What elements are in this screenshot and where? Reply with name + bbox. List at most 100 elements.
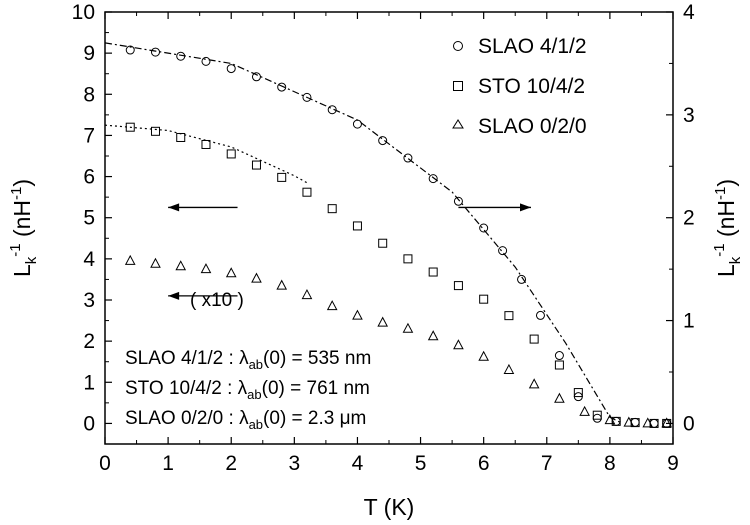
data-point-triangle xyxy=(225,267,237,278)
fit-curve xyxy=(105,124,308,184)
data-point-circle xyxy=(226,64,236,74)
data-point-circle xyxy=(327,105,337,115)
right-y-tick-label: 3 xyxy=(683,104,695,127)
x-tick-label: 9 xyxy=(667,452,679,475)
x-axis-ticks: 0 1 2 3 4 5 6 7 8 9 xyxy=(99,12,679,475)
data-point-circle xyxy=(201,56,211,66)
data-point-triangle xyxy=(124,254,136,265)
data-point-triangle xyxy=(478,350,489,361)
data-point-square xyxy=(201,139,211,149)
right-y-tick-label: 2 xyxy=(683,207,695,230)
data-point-square xyxy=(378,238,388,248)
data-point-square xyxy=(479,294,489,304)
data-point-square xyxy=(529,334,539,344)
data-point-square xyxy=(453,281,463,291)
left-y-axis-title: Lk-1 (nH-1) xyxy=(7,179,40,277)
data-point-circle xyxy=(150,47,160,57)
data-point-square xyxy=(226,149,236,159)
left-y-tick-label: 5 xyxy=(83,207,95,230)
data-point-circle xyxy=(352,119,362,129)
data-point-triangle xyxy=(377,316,389,327)
data-point-triangle xyxy=(352,309,363,320)
data-points xyxy=(124,45,673,428)
data-point-triangle xyxy=(623,416,635,427)
x-tick-label: 2 xyxy=(225,452,237,475)
data-point-triangle xyxy=(427,330,439,341)
data-point-triangle xyxy=(503,363,515,374)
data-point-triangle xyxy=(642,417,654,428)
right-y-tick-label: 1 xyxy=(683,310,695,333)
legend-marker-triangle xyxy=(452,119,464,129)
data-point-square xyxy=(125,122,135,132)
data-point-circle xyxy=(302,92,312,102)
x-tick-label: 8 xyxy=(604,452,616,475)
right-y-axis-title: Lk-1 (nH-1) xyxy=(711,179,744,277)
x-tick-label: 7 xyxy=(541,452,553,475)
data-point-square xyxy=(504,311,514,321)
legend-marker-circle xyxy=(453,41,463,51)
left-y-tick-label: 2 xyxy=(83,330,95,353)
fit-curves xyxy=(105,42,623,424)
data-point-circle xyxy=(378,136,388,146)
left-y-tick-label: 1 xyxy=(83,371,95,394)
left-y-axis-ticks: 0 1 2 3 4 5 6 7 8 9 10 xyxy=(72,1,112,435)
left-y-tick-label: 0 xyxy=(83,412,95,435)
x-tick-label: 3 xyxy=(288,452,300,475)
penetration-depth-annotations: SLAO 4/1/2 : λab(0) = 535 nm STO 10/4/2 … xyxy=(125,348,371,432)
data-point-circle xyxy=(554,351,564,361)
data-point-circle xyxy=(428,174,438,184)
left-arrow-sto-head xyxy=(168,203,180,212)
data-point-circle xyxy=(479,223,489,233)
data-point-triangle xyxy=(661,417,673,428)
right-y-tick-label: 0 xyxy=(683,412,695,435)
data-point-triangle xyxy=(528,378,540,389)
x-axis-title: T (K) xyxy=(364,494,415,520)
data-point-circle xyxy=(649,418,659,428)
data-point-triangle xyxy=(301,288,313,300)
data-point-square xyxy=(150,126,160,136)
annotation-slao-412: SLAO 4/1/2 : λab(0) = 535 nm xyxy=(125,348,371,372)
data-point-square xyxy=(403,254,413,264)
data-point-circle xyxy=(535,310,545,320)
data-point-square xyxy=(352,221,362,231)
data-point-circle xyxy=(517,274,527,284)
data-point-triangle xyxy=(326,300,338,311)
data-point-square xyxy=(251,160,261,170)
data-point-circle xyxy=(453,196,463,206)
left-arrow-slao-020-head xyxy=(168,291,180,300)
data-point-triangle xyxy=(579,405,590,416)
data-point-triangle xyxy=(175,260,187,271)
right-arrow-slao-412-head xyxy=(520,203,531,212)
left-y-tick-label: 8 xyxy=(83,83,95,106)
data-point-triangle xyxy=(402,322,414,333)
right-y-axis-ticks: 0 1 2 3 4 xyxy=(666,1,695,435)
x-tick-label: 0 xyxy=(99,452,111,475)
data-point-square xyxy=(277,172,287,182)
annotation-sto-1042: STO 10/4/2 : λab(0) = 761 nm xyxy=(125,378,370,402)
data-point-circle xyxy=(251,72,261,82)
legend-label-slao-412: SLAO 4/1/2 xyxy=(478,35,587,58)
data-point-triangle xyxy=(604,414,616,425)
left-y-tick-label: 6 xyxy=(83,166,95,189)
data-point-triangle xyxy=(251,272,262,283)
data-point-circle xyxy=(125,45,135,55)
scale-note: ( x10 ) xyxy=(190,290,244,311)
annotation-slao-020: SLAO 0/2/0 : λab(0) = 2.3 μm xyxy=(125,408,366,432)
x-tick-label: 6 xyxy=(478,452,490,475)
data-point-square xyxy=(176,132,186,142)
data-point-square xyxy=(327,204,337,214)
data-point-square xyxy=(428,267,438,277)
left-y-tick-label: 4 xyxy=(83,248,95,271)
data-point-triangle xyxy=(276,279,288,290)
x-tick-label: 5 xyxy=(415,452,427,475)
data-point-triangle xyxy=(554,392,565,403)
axis-arrows xyxy=(168,203,531,300)
legend: SLAO 4/1/2 STO 10/4/2 SLAO 0/2/0 xyxy=(452,35,587,138)
fit-curve xyxy=(105,42,623,424)
x-tick-label: 4 xyxy=(352,452,364,475)
x-tick-label: 1 xyxy=(162,452,174,475)
data-point-circle xyxy=(277,82,287,92)
data-point-square xyxy=(611,416,621,426)
data-point-circle xyxy=(498,246,508,256)
